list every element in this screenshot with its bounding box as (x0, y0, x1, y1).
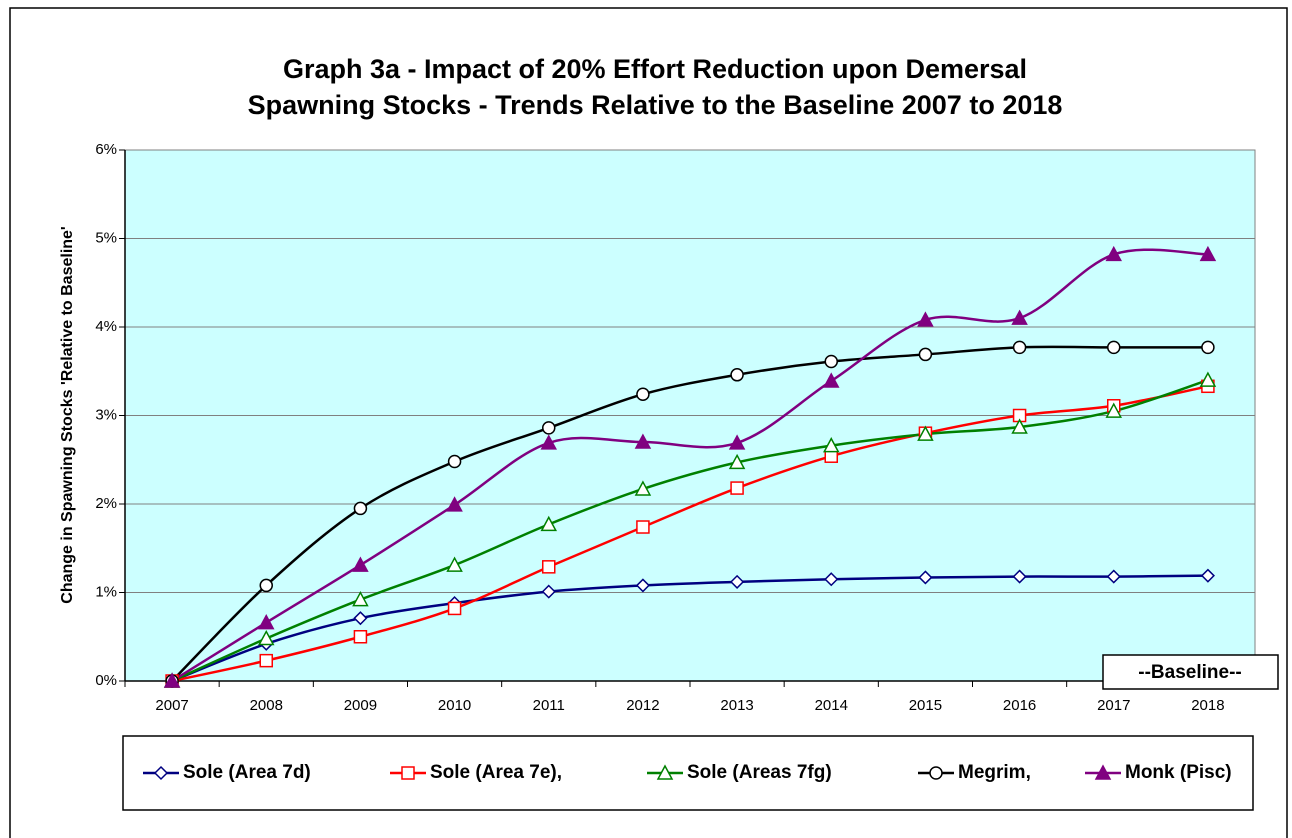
marker (822, 372, 840, 388)
marker (1107, 340, 1121, 355)
marker (634, 480, 652, 496)
marker (352, 556, 369, 572)
x-tick-label: 2018 (1191, 697, 1224, 714)
marker (257, 614, 275, 630)
marker (1094, 764, 1112, 780)
x-tick-label: 2017 (1097, 697, 1130, 714)
marker (163, 672, 181, 688)
marker (1200, 568, 1215, 583)
marker (636, 387, 650, 402)
marker (446, 556, 463, 572)
marker (1106, 569, 1121, 584)
marker (259, 578, 273, 593)
marker (401, 766, 415, 780)
marker (636, 520, 650, 534)
marker (447, 454, 462, 469)
legend-label: Sole (Area 7d) (183, 762, 311, 783)
legend-label: Sole (Area 7e), (430, 762, 562, 783)
marker (728, 453, 746, 470)
y-tick-label: 3% (95, 406, 117, 423)
marker (542, 421, 556, 435)
marker (730, 481, 744, 495)
x-tick-label: 2011 (533, 697, 565, 714)
x-tick-label: 2009 (344, 697, 377, 714)
marker (824, 354, 838, 369)
marker (353, 630, 368, 644)
legend-label: Megrim, (958, 762, 1031, 783)
marker (1199, 245, 1217, 262)
series-line (171, 574, 1208, 683)
marker (153, 765, 169, 781)
x-tick-label: 2010 (438, 697, 471, 714)
marker (1011, 418, 1028, 434)
marker (822, 437, 840, 453)
marker (542, 560, 556, 574)
marker (353, 611, 368, 626)
marker (352, 590, 369, 607)
y-tick-label: 1% (95, 583, 117, 600)
marker (541, 584, 556, 599)
marker (917, 425, 934, 441)
marker (257, 629, 275, 646)
legend-label: Sole (Areas 7fg) (687, 762, 832, 783)
chart-title: Graph 3a - Impact of 20% Effort Reductio… (283, 54, 1027, 84)
marker (918, 347, 933, 362)
legend (122, 735, 1254, 811)
y-tick-label: 4% (95, 318, 117, 335)
marker (917, 311, 934, 327)
marker (1201, 340, 1215, 355)
marker (1012, 340, 1027, 355)
x-tick-label: 2016 (1003, 697, 1036, 714)
y-axis-label: Change in Spawning Stocks 'Relative to B… (59, 226, 76, 603)
x-tick-label: 2007 (155, 697, 188, 714)
chart-title: Spawning Stocks - Trends Relative to the… (248, 90, 1063, 120)
marker (540, 434, 558, 450)
marker (635, 578, 650, 593)
marker (353, 501, 368, 516)
y-tick-label: 5% (95, 229, 117, 246)
legend-label: Monk (Pisc) (1125, 762, 1232, 783)
marker (730, 574, 745, 589)
marker (1105, 245, 1123, 262)
marker (1199, 371, 1217, 387)
series-line (171, 248, 1208, 683)
y-tick-label: 0% (95, 672, 117, 689)
marker (1105, 402, 1123, 418)
x-tick-label: 2014 (815, 697, 848, 714)
x-tick-label: 2012 (626, 697, 659, 714)
marker (446, 496, 463, 512)
x-tick-label: 2008 (250, 697, 283, 714)
marker (1011, 309, 1028, 325)
annotation: --Baseline-- (1138, 662, 1241, 683)
x-tick-label: 2013 (720, 697, 753, 714)
x-tick-label: 2015 (909, 697, 942, 714)
marker (730, 368, 744, 382)
marker (1012, 569, 1027, 584)
marker (259, 653, 273, 668)
annotation-box (1102, 654, 1279, 690)
marker (918, 570, 933, 585)
y-tick-label: 6% (95, 141, 117, 158)
marker (447, 601, 462, 616)
marker (929, 766, 943, 780)
marker (540, 515, 558, 532)
y-tick-label: 2% (95, 495, 117, 512)
marker (656, 764, 674, 780)
marker (728, 434, 746, 450)
marker (634, 433, 652, 449)
marker (824, 572, 839, 587)
